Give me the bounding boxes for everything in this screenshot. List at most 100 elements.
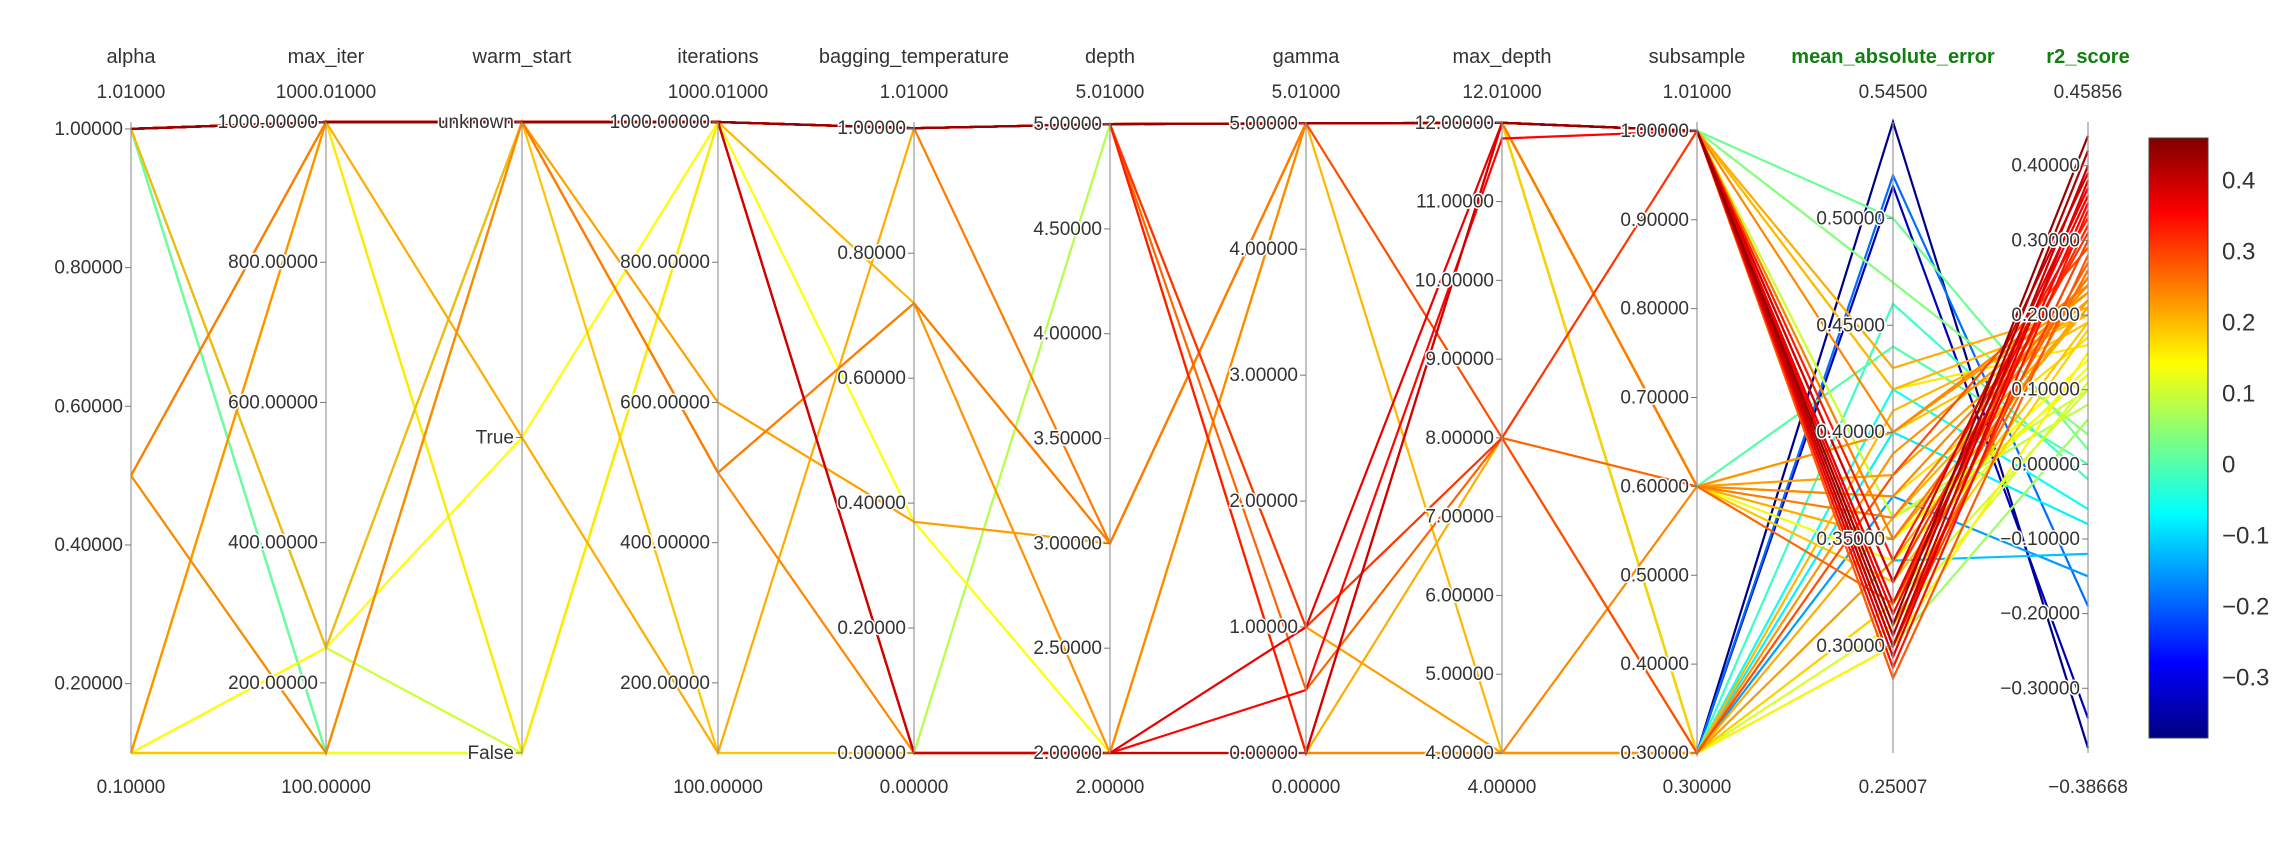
axis-title[interactable]: warm_start (472, 46, 572, 68)
axis-mean-absolute-error[interactable]: mean_absolute_error 0.54500 0.25007 0.30000… (1791, 46, 1995, 798)
tick-label: 1000.00000 (218, 112, 318, 133)
axis-range-min-label: 100.00000 (673, 777, 763, 798)
axis-range-max-label: 1.01000 (1663, 82, 1732, 103)
tick-label: 400.00000 (620, 533, 710, 554)
axis-range-max-label: 0.45856 (2054, 82, 2123, 103)
tick-label: 0.60000 (54, 396, 123, 417)
axis-title[interactable]: subsample (1649, 46, 1746, 68)
axis-title[interactable]: max_iter (288, 46, 365, 68)
axis-range-max-label: 12.01000 (1462, 82, 1541, 103)
tick-label: 8.00000 (1425, 428, 1494, 449)
axis-range-max-label: 0.54500 (1859, 82, 1928, 103)
tick-label: 3.00000 (1033, 533, 1102, 554)
tick-label: −0.30000 (2000, 678, 2080, 699)
axis-range-max-label: 1000.01000 (276, 82, 376, 103)
axis-depth[interactable]: depth 5.01000 2.00000 2.00000 2.50000 3.00000… (1032, 46, 1145, 798)
axis-title[interactable]: max_depth (1453, 46, 1552, 68)
tick-label: 6.00000 (1425, 585, 1494, 606)
tick-label: 0.80000 (837, 243, 906, 264)
colorbar-gradient (2148, 137, 2209, 739)
axis-range-min-label: −0.38668 (2048, 777, 2128, 798)
tick-label: 0.40000 (1816, 422, 1885, 443)
axis-range-min-label: 0.25007 (1859, 777, 1928, 798)
axis-max-depth[interactable]: max_depth 12.01000 4.00000 4.00000 5.00000 6.… (1413, 46, 1552, 798)
tick-label: 0.60000 (1620, 476, 1689, 497)
tick-label: False (468, 743, 514, 764)
axis-range-min-label: 2.00000 (1076, 777, 1145, 798)
tick-label: 9.00000 (1425, 349, 1494, 370)
axis-range-min-label: 0.00000 (880, 777, 949, 798)
tick-label: 200.00000 (620, 673, 710, 694)
tick-label: 0.90000 (1620, 210, 1689, 231)
axis-max-iter[interactable]: max_iter 1000.01000 100.00000 200.00000 400.… (216, 46, 377, 798)
axis-gamma[interactable]: gamma 5.01000 0.00000 0.00000 1.00000 2.00000… (1228, 46, 1341, 798)
colorbar: 0.4 0.3 0.2 0.1 0 −0.1 −0.2 −0.3 (2148, 137, 2269, 739)
tick-label: 600.00000 (620, 392, 710, 413)
tick-label: 800.00000 (228, 252, 318, 273)
tick-label: 200.00000 (228, 673, 318, 694)
axis-title[interactable]: iterations (677, 46, 758, 68)
axis-alpha[interactable]: alpha 1.01000 0.10000 0.20000 0.40000 0.60000… (53, 46, 166, 798)
axis-range-max-label: 1.01000 (880, 82, 949, 103)
axis-range-min-label: 0.10000 (97, 777, 166, 798)
tick-label: 800.00000 (620, 252, 710, 273)
tick-label: 0.80000 (1620, 299, 1689, 320)
tick-label: 0.20000 (837, 618, 906, 639)
axis-subsample[interactable]: subsample 1.01000 0.30000 0.30000 0.40000 0.5… (1619, 46, 1746, 798)
tick-label: −0.10000 (2000, 529, 2080, 550)
tick-label: 0.50000 (1816, 208, 1885, 229)
tick-label: 0.00000 (2011, 454, 2080, 475)
axis-iterations[interactable]: iterations 1000.01000 100.00000 200.00000 40… (608, 46, 769, 798)
axis-title[interactable]: alpha (107, 46, 157, 68)
tick-label: 0.40000 (1620, 654, 1689, 675)
axis-title[interactable]: r2_score (2046, 46, 2129, 68)
tick-label: unknown (438, 112, 514, 133)
tick-label: 1.00000 (54, 119, 123, 140)
colorbar-tick-label: 0.4 (2222, 168, 2255, 195)
axis-range-min-label: 100.00000 (281, 777, 371, 798)
axis-title[interactable]: depth (1085, 46, 1135, 68)
tick-label: 0.00000 (1229, 743, 1298, 764)
axis-r2-score[interactable]: r2_score 0.45856 −0.38668 −0.30000 −0.20000 −… (1999, 46, 2130, 798)
tick-label: 2.00000 (1033, 743, 1102, 764)
axis-range-min-label: 4.00000 (1468, 777, 1537, 798)
tick-label: 1.00000 (1620, 121, 1689, 142)
tick-label: 4.00000 (1033, 324, 1102, 345)
colorbar-tick-label: 0.3 (2222, 239, 2255, 266)
tick-label: 4.50000 (1033, 219, 1102, 240)
axis-title[interactable]: bagging_temperature (819, 46, 1009, 68)
axis-range-min-label: 0.00000 (1272, 777, 1341, 798)
tick-label: 400.00000 (228, 533, 318, 554)
tick-label: 0.30000 (2011, 230, 2080, 251)
axes-layer: alpha 1.01000 0.10000 0.20000 0.40000 0.60000… (53, 46, 2130, 798)
tick-label: 600.00000 (228, 392, 318, 413)
tick-label: 0.00000 (837, 743, 906, 764)
tick-label: 0.40000 (837, 493, 906, 514)
colorbar-tick-label: 0 (2222, 452, 2235, 479)
tick-label: 5.00000 (1229, 113, 1298, 134)
axis-title[interactable]: mean_absolute_error (1791, 46, 1995, 68)
tick-label: 0.50000 (1620, 565, 1689, 586)
colorbar-tick-label: −0.1 (2222, 522, 2269, 549)
tick-label: 3.50000 (1033, 429, 1102, 450)
tick-label: 5.00000 (1425, 664, 1494, 685)
axis-title[interactable]: gamma (1273, 46, 1341, 68)
tick-label: 0.30000 (1620, 743, 1689, 764)
axis-bagging-temperature[interactable]: bagging_temperature 1.01000 0.00000 0.00000… (819, 46, 1009, 798)
tick-label: 0.35000 (1816, 529, 1885, 550)
tick-label: True (476, 428, 514, 449)
tick-label: −0.20000 (2000, 604, 2080, 625)
tick-label: 0.30000 (1816, 636, 1885, 657)
colorbar-tick-label: 0.1 (2222, 381, 2255, 408)
tick-label: 12.00000 (1415, 113, 1494, 134)
tick-label: 0.40000 (54, 535, 123, 556)
axis-range-max-label: 1000.01000 (668, 82, 768, 103)
tick-label: 2.00000 (1229, 491, 1298, 512)
tick-label: 11.00000 (1416, 192, 1494, 213)
tick-label: 0.20000 (54, 674, 123, 695)
axis-range-max-label: 5.01000 (1076, 82, 1145, 103)
colorbar-tick-label: −0.2 (2222, 593, 2269, 620)
axis-warm-start[interactable]: warm_start False True unknown (436, 46, 572, 766)
tick-label: 2.50000 (1033, 638, 1102, 659)
